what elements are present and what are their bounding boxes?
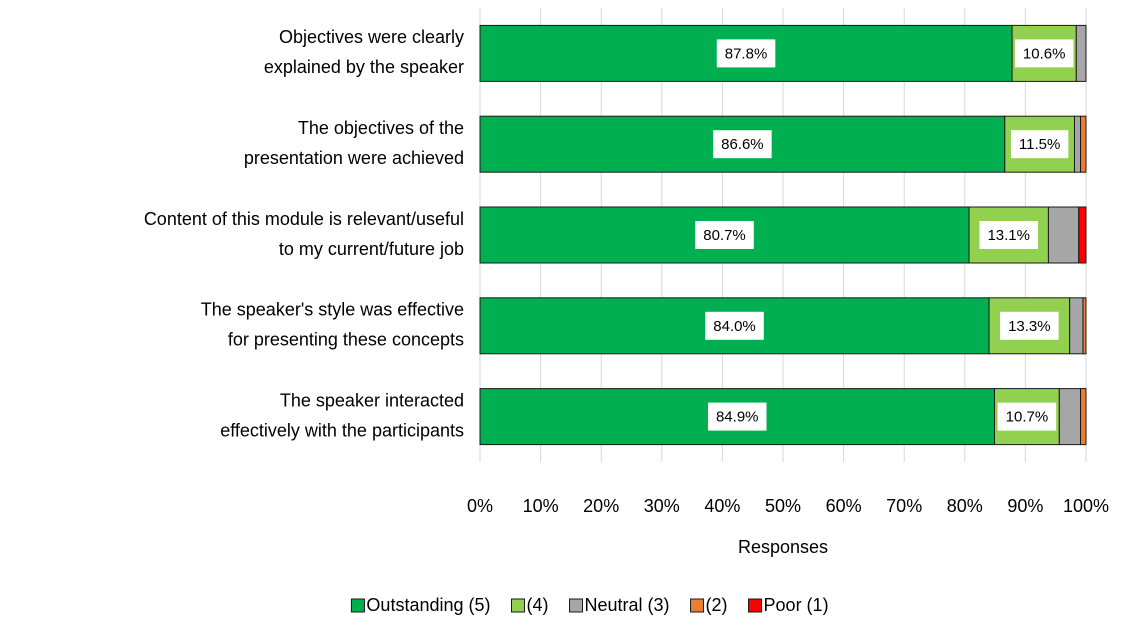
- x-tick-label: 60%: [826, 496, 862, 516]
- bar-segment: [1047, 206, 1080, 264]
- x-tick-label: 70%: [886, 496, 922, 516]
- data-label: 80.7%: [703, 227, 746, 244]
- data-label-box: [979, 221, 1039, 249]
- legend-swatch: [511, 598, 526, 613]
- data-label: 11.5%: [1019, 136, 1060, 153]
- data-label-box: [997, 402, 1057, 431]
- data-label-box: [1014, 39, 1074, 68]
- x-tick-label: 20%: [583, 496, 619, 516]
- x-tick-label: 90%: [1007, 496, 1043, 516]
- y-tick-label: Objectives were clearly: [279, 27, 464, 47]
- y-tick-label: to my current/future job: [279, 239, 464, 259]
- data-label-box: [707, 402, 767, 431]
- bar-segment: [1075, 24, 1087, 82]
- y-tick-label: The objectives of the: [298, 118, 464, 138]
- data-label-box: [1010, 130, 1069, 159]
- legend-swatch: [569, 598, 584, 613]
- y-tick-label: The speaker's style was effective: [201, 300, 464, 320]
- y-tick-label: Content of this module is relevant/usefu…: [144, 209, 464, 229]
- bar-segment: [1080, 388, 1087, 446]
- legend-swatch: [748, 598, 763, 613]
- data-label: 13.3%: [1008, 318, 1051, 335]
- y-tick-label: presentation were achieved: [244, 148, 464, 168]
- x-tick-label: 30%: [644, 496, 680, 516]
- bar-segment: [1058, 388, 1082, 446]
- x-tick-label: 80%: [947, 496, 983, 516]
- x-tick-label: 40%: [704, 496, 740, 516]
- bar-segment: [1069, 297, 1084, 355]
- x-tick-label: 50%: [765, 496, 801, 516]
- y-tick-label: The speaker interacted: [280, 390, 464, 410]
- x-tick-label: 10%: [523, 496, 559, 516]
- data-label: 86.6%: [721, 136, 764, 153]
- y-tick-label: effectively with the participants: [220, 420, 464, 440]
- legend: Outstanding (5) (4) Neutral (3) (2) Poor (1): [350, 595, 829, 615]
- data-label-box: [713, 130, 772, 159]
- legend-swatch: [350, 598, 365, 613]
- bar-segment: [1080, 115, 1087, 173]
- legend-label: Neutral (3): [585, 595, 670, 615]
- x-tick-label: 0%: [467, 496, 493, 516]
- data-label-box: [1000, 311, 1059, 340]
- x-axis-title: Responses: [738, 537, 828, 557]
- data-label: 10.7%: [1006, 409, 1049, 426]
- bar-segment: [1082, 297, 1087, 355]
- y-tick-label: for presenting these concepts: [228, 330, 464, 350]
- data-label-box: [705, 311, 764, 340]
- data-label: 10.6%: [1023, 45, 1066, 62]
- bar-segment: [1073, 115, 1082, 173]
- legend-label: Poor (1): [764, 595, 829, 615]
- data-label-box: [716, 39, 776, 68]
- legend-label: (4): [527, 595, 549, 615]
- x-tick-label: 100%: [1063, 496, 1109, 516]
- data-label: 13.1%: [987, 227, 1030, 244]
- data-label: 84.0%: [713, 318, 756, 335]
- legend-swatch: [690, 598, 705, 613]
- data-label: 87.8%: [725, 45, 768, 62]
- bar-segment: [1078, 206, 1087, 264]
- data-label-box: [695, 221, 754, 249]
- y-tick-label: explained by the speaker: [264, 57, 464, 77]
- legend-label: Outstanding (5): [366, 595, 490, 615]
- legend-label: (2): [706, 595, 728, 615]
- data-label: 84.9%: [716, 409, 759, 426]
